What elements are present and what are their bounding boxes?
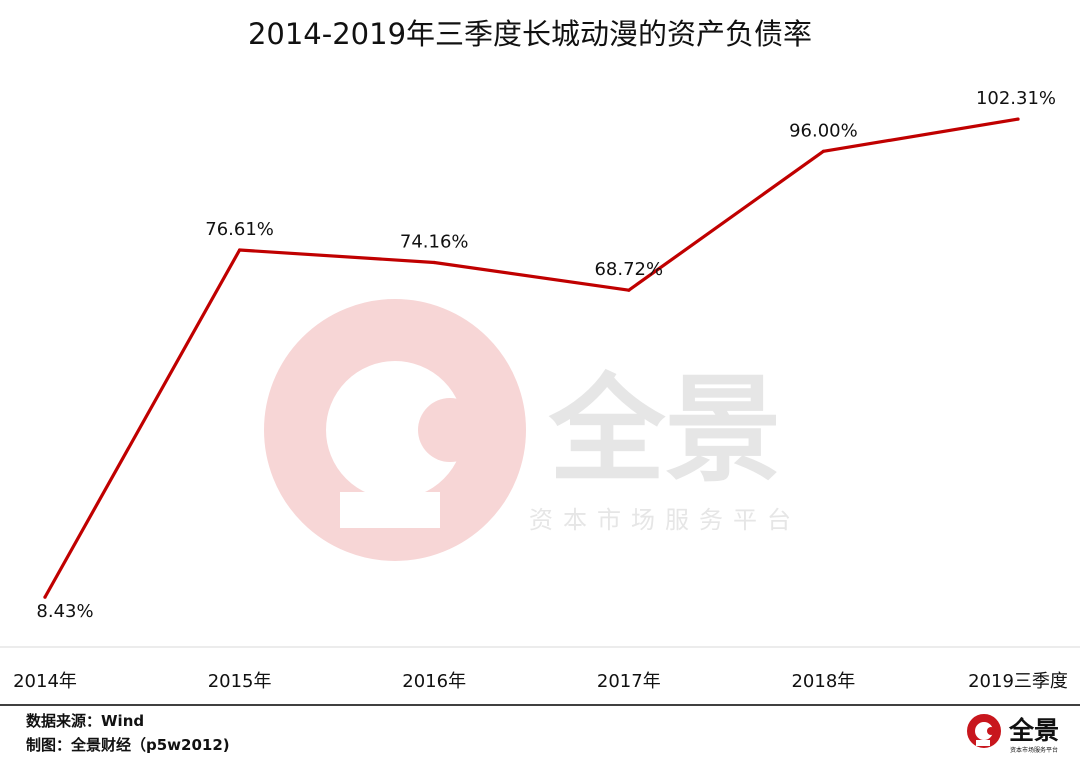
data-point — [627, 288, 631, 292]
watermark-swirl-ring — [264, 299, 526, 561]
watermark-swirl-icon — [264, 299, 526, 561]
x-tick-label: 2019三季度 — [968, 671, 1068, 692]
x-tick-labels: 2014年 2015年 2016年 2017年 2018年 2019三季度 — [13, 671, 1068, 692]
logo-swirl-gap — [976, 740, 990, 746]
watermark-brand: 全景 — [548, 363, 781, 498]
logo-brand: 全景 — [1008, 716, 1059, 745]
x-tick-label: 2017年 — [597, 671, 661, 692]
x-tick-label: 2018年 — [791, 671, 855, 692]
chart-title: 2014-2019年三季度长城动漫的资产负债率 — [248, 17, 812, 51]
data-point — [238, 248, 242, 252]
series-line — [43, 117, 1020, 599]
p5w-swirl-icon — [967, 714, 1001, 748]
logo-tagline: 资本市场服务平台 — [1010, 746, 1058, 754]
logo-swirl-dot — [987, 727, 995, 735]
data-label: 96.00% — [789, 120, 858, 141]
data-label: 68.72% — [594, 259, 663, 280]
data-label: 74.16% — [400, 232, 469, 253]
data-point — [821, 149, 826, 153]
data-label: 8.43% — [36, 601, 93, 622]
source-note: 数据来源：Wind — [26, 712, 144, 730]
data-label: 102.31% — [976, 88, 1056, 109]
watermark: 全景 资本市场服务平台 — [264, 299, 801, 561]
watermark-swirl-gap — [340, 492, 440, 528]
series-layer: 8.43% 76.61% 74.16% 68.72% 96.00% 102.31% — [36, 88, 1056, 622]
data-point — [1016, 117, 1020, 121]
data-point — [432, 260, 436, 265]
x-tick-label: 2015年 — [208, 671, 272, 692]
watermark-swirl-dot — [418, 398, 482, 462]
credit-note: 制图：全景财经（p5w2012) — [26, 736, 230, 754]
data-label: 76.61% — [205, 219, 274, 240]
watermark-tagline: 资本市场服务平台 — [529, 506, 801, 534]
x-tick-label: 2014年 — [13, 671, 77, 692]
brand-logo: 全景 资本市场服务平台 — [967, 714, 1059, 754]
x-tick-label: 2016年 — [402, 671, 466, 692]
data-point — [43, 595, 47, 599]
